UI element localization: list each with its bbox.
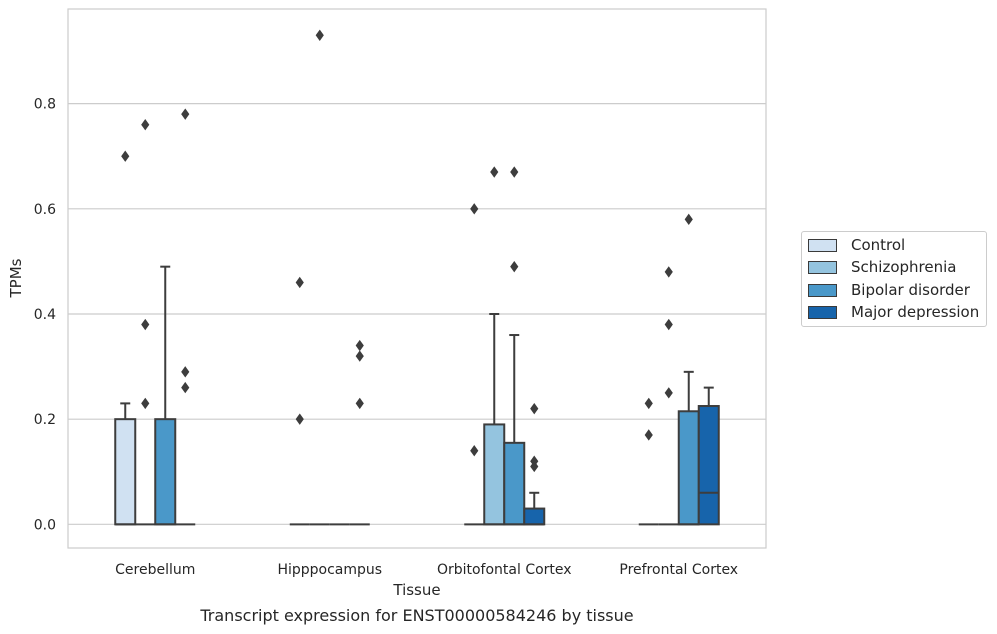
box-body bbox=[697, 405, 720, 526]
outlier-point bbox=[181, 366, 190, 378]
legend-item-major-depression: Major depression bbox=[808, 302, 979, 322]
box-0-0 bbox=[114, 150, 137, 526]
box-1-0 bbox=[135, 119, 156, 526]
outlier-point bbox=[664, 387, 673, 399]
outlier-point bbox=[141, 397, 150, 410]
outlier-point bbox=[295, 413, 304, 425]
legend-label-major-depression: Major depression bbox=[851, 303, 980, 321]
legend: Control Schizophrenia Bipolar disorder M… bbox=[801, 231, 987, 327]
boxes-layer bbox=[114, 29, 720, 526]
legend-item-control: Control bbox=[808, 235, 905, 255]
box-0-1 bbox=[289, 276, 310, 526]
x-tick-label: Cerebellum bbox=[115, 562, 195, 578]
outlier-point bbox=[470, 445, 479, 457]
legend-item-bipolar-disorder: Bipolar disorder bbox=[808, 280, 970, 300]
box-2-3 bbox=[677, 213, 700, 526]
outlier-point bbox=[510, 166, 519, 178]
outlier-point bbox=[510, 260, 519, 273]
outlier-point bbox=[684, 213, 693, 226]
outlier-point bbox=[121, 150, 130, 162]
outlier-point bbox=[644, 429, 653, 441]
outlier-point bbox=[141, 318, 150, 331]
legend-swatch-bipolar-disorder bbox=[808, 283, 837, 297]
y-tick-label: 0.4 bbox=[34, 307, 56, 323]
box-1-2 bbox=[483, 166, 506, 526]
outlier-point bbox=[181, 381, 190, 394]
box-2-2 bbox=[503, 166, 526, 526]
y-tick-label: 0.6 bbox=[34, 202, 56, 218]
box-body bbox=[154, 418, 177, 526]
box-2-0 bbox=[154, 265, 177, 526]
x-axis-label: Tissue bbox=[392, 581, 440, 599]
box-3-1 bbox=[349, 339, 370, 526]
box-1-3 bbox=[658, 266, 679, 526]
chart-title: Transcript expression for ENST0000058424… bbox=[200, 606, 634, 625]
legend-swatch-control bbox=[808, 238, 837, 252]
outlier-point bbox=[181, 108, 190, 120]
outlier-point bbox=[295, 276, 304, 289]
outlier-point bbox=[530, 402, 539, 415]
box-3-2 bbox=[523, 402, 546, 526]
legend-label-control: Control bbox=[851, 236, 906, 254]
x-tick-label: Hipppocampus bbox=[277, 562, 382, 578]
box-3-0 bbox=[175, 108, 196, 526]
x-axis-ticks: Cerebellum Hipppocampus Orbitofontal Corte… bbox=[115, 562, 738, 578]
outlier-point bbox=[470, 203, 479, 215]
outlier-point bbox=[315, 29, 324, 41]
outlier-point bbox=[355, 339, 364, 352]
legend-item-schizophrenia: Schizophrenia bbox=[808, 257, 956, 277]
outlier-point bbox=[141, 119, 150, 131]
box-body bbox=[523, 507, 546, 526]
box-body bbox=[677, 410, 700, 526]
x-tick-label: Prefrontal Cortex bbox=[619, 562, 738, 578]
y-axis-ticks: 0.0 0.2 0.4 0.6 0.8 bbox=[34, 97, 56, 534]
legend-swatch-major-depression bbox=[808, 305, 837, 319]
legend-label-schizophrenia: Schizophrenia bbox=[851, 258, 957, 276]
box-0-3 bbox=[638, 397, 659, 526]
outlier-point bbox=[530, 455, 539, 467]
box-3-3 bbox=[697, 386, 720, 526]
box-body bbox=[114, 418, 137, 526]
box-0-2 bbox=[464, 203, 485, 526]
plot-area-frame bbox=[67, 8, 767, 549]
x-tick-label: Orbitofontal Cortex bbox=[437, 562, 572, 578]
outlier-point bbox=[355, 350, 364, 362]
outlier-point bbox=[490, 166, 499, 178]
y-axis-label: TPMs bbox=[7, 258, 25, 298]
outlier-point bbox=[664, 318, 673, 331]
box-1-1 bbox=[309, 29, 330, 526]
box-body bbox=[503, 441, 526, 526]
box-body bbox=[483, 423, 506, 526]
legend-swatch-schizophrenia bbox=[808, 260, 837, 274]
outlier-point bbox=[644, 397, 653, 410]
y-tick-label: 0.8 bbox=[34, 97, 56, 113]
legend-label-bipolar-disorder: Bipolar disorder bbox=[851, 281, 970, 299]
y-tick-label: 0.2 bbox=[34, 412, 56, 428]
outlier-point bbox=[664, 266, 673, 278]
y-tick-label: 0.0 bbox=[34, 517, 56, 533]
outlier-point bbox=[355, 397, 364, 410]
